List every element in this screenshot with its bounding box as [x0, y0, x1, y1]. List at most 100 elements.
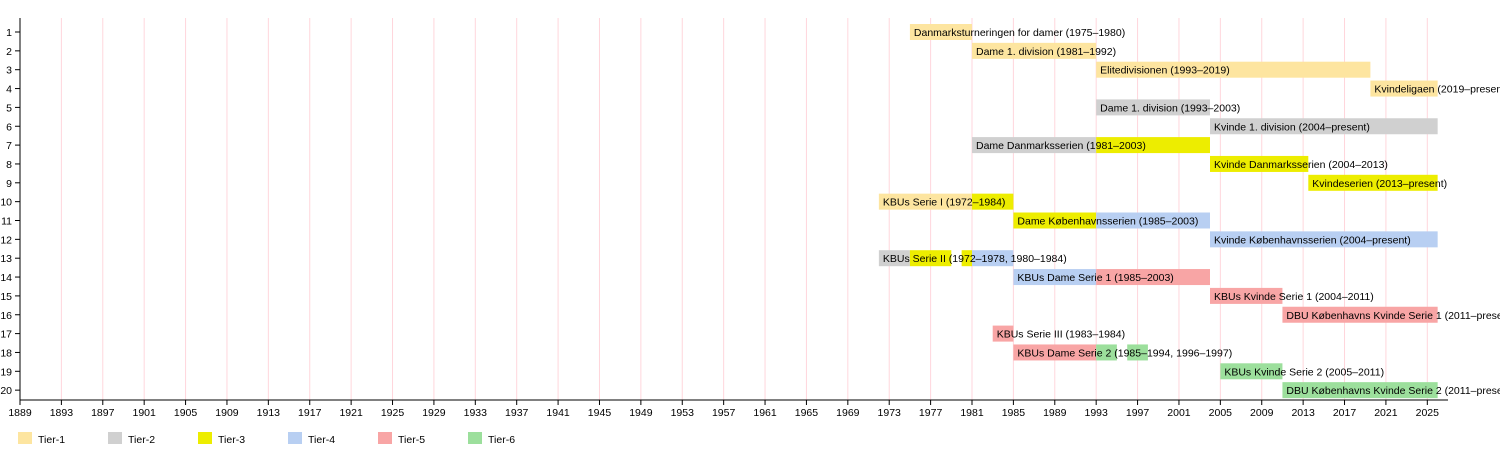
bar-row-10-seg-1 — [972, 193, 1014, 210]
x-tick-label: 1977 — [919, 407, 943, 419]
bar-row-8-seg-0 — [1210, 155, 1309, 172]
row-label: 5 — [6, 102, 12, 114]
legend-label-tier-3: Tier-3 — [218, 434, 245, 446]
bar-label-row-16: DBU Københavns Kvinde Serie 1 (2011–pres… — [1286, 310, 1500, 322]
x-tick-label: 1925 — [381, 407, 405, 419]
bar-row-19-seg-0 — [1220, 363, 1283, 380]
bar-row-15-seg-0 — [1210, 287, 1283, 304]
x-tick-label: 1993 — [1084, 407, 1108, 419]
x-tick-label: 1909 — [215, 407, 239, 419]
bar-row-4-seg-0 — [1370, 80, 1438, 97]
row-label: 12 — [0, 234, 12, 246]
bar-label-row-20: DBU Københavns Kvinde Serie 2 (2011–pres… — [1286, 385, 1500, 397]
row-label: 1 — [6, 27, 12, 39]
x-tick-label: 2025 — [1416, 407, 1440, 419]
x-tick-label: 1973 — [878, 407, 902, 419]
bar-labels: Danmarksturneringen for damer (1975–1980… — [883, 27, 1500, 397]
legend-swatch-tier-5 — [378, 432, 392, 444]
legend-swatch-tier-3 — [198, 432, 212, 444]
x-tick-label: 1969 — [836, 407, 860, 419]
legend-label-tier-5: Tier-5 — [398, 434, 425, 446]
bar-label-row-17: KBUs Serie III (1983–1984) — [997, 329, 1125, 341]
x-tick-label: 1889 — [8, 407, 32, 419]
x-tick-label: 2001 — [1167, 407, 1191, 419]
bar-row-18-seg-0 — [1013, 344, 1097, 361]
legend-label-tier-2: Tier-2 — [128, 434, 155, 446]
bar-row-17-seg-0 — [992, 325, 1014, 342]
x-tick-label: 1953 — [671, 407, 695, 419]
bar-row-6-seg-0 — [1210, 118, 1438, 135]
bar-row-7-seg-1 — [1096, 137, 1210, 154]
bar-label-row-4: Kvindeligaen (2019–present) — [1374, 84, 1500, 96]
bar-label-row-8: Kvinde Danmarksserien (2004–2013) — [1214, 159, 1388, 171]
legend-swatch-tier-1 — [18, 432, 32, 444]
legend-label-tier-6: Tier-6 — [488, 434, 515, 446]
row-label: 11 — [1, 216, 12, 228]
x-tick-label: 1981 — [960, 407, 984, 419]
x-tick-label: 1905 — [174, 407, 198, 419]
x-tick-label: 2013 — [1291, 407, 1315, 419]
bar-row-16-seg-0 — [1282, 306, 1438, 323]
row-label: 7 — [6, 140, 12, 152]
bar-label-row-13: KBUs Serie II (1972–1978, 1980–1984) — [883, 253, 1067, 265]
row-label: 8 — [6, 159, 12, 171]
x-tick-label: 1949 — [629, 407, 653, 419]
x-tick-label: 1957 — [712, 407, 736, 419]
x-tick-label: 1933 — [464, 407, 488, 419]
x-tick-label: 1961 — [753, 407, 777, 419]
x-tick-label: 1945 — [588, 407, 612, 419]
bars — [878, 24, 1438, 399]
x-tick-label: 2017 — [1333, 407, 1357, 419]
bar-label-row-2: Dame 1. division (1981–1992) — [976, 46, 1116, 58]
x-tick-label: 1937 — [505, 407, 529, 419]
row-label: 10 — [0, 197, 12, 209]
bar-row-1-seg-0 — [909, 24, 972, 40]
bar-row-13-seg-2 — [961, 250, 972, 267]
bar-row-5-seg-0 — [1096, 99, 1210, 116]
row-label: 17 — [0, 329, 12, 341]
bar-row-10-seg-0 — [878, 193, 972, 210]
x-tick-label: 2005 — [1209, 407, 1233, 419]
x-tick-label: 1941 — [546, 407, 570, 419]
bar-row-9-seg-0 — [1308, 174, 1438, 191]
bar-label-row-7: Dame Danmarksserien (1981–2003) — [976, 140, 1146, 152]
row-label: 20 — [0, 385, 12, 397]
x-tick-label: 1997 — [1126, 407, 1150, 419]
bar-label-row-3: Elitedivisionen (1993–2019) — [1100, 65, 1230, 77]
bar-label-row-19: KBUs Kvinde Serie 2 (2005–2011) — [1224, 366, 1384, 378]
x-tick-label: 1985 — [1002, 407, 1026, 419]
bar-label-row-15: KBUs Kvinde Serie 1 (2004–2011) — [1214, 291, 1374, 303]
x-tick-label: 1989 — [1043, 407, 1067, 419]
bar-label-row-18: KBUs Dame Serie 2 (1985–1994, 1996–1997) — [1017, 347, 1232, 359]
row-label: 13 — [0, 253, 12, 265]
x-tick-label: 2021 — [1374, 407, 1398, 419]
row-label: 18 — [0, 347, 12, 359]
x-tick-label: 1897 — [91, 407, 115, 419]
legend-swatch-tier-6 — [468, 432, 482, 444]
bar-label-row-1: Danmarksturneringen for damer (1975–1980… — [914, 27, 1125, 39]
bar-label-row-6: Kvinde 1. division (2004–present) — [1214, 121, 1370, 133]
bar-row-13-seg-1 — [909, 250, 952, 267]
row-label: 9 — [6, 178, 12, 190]
bar-label-row-11: Dame Københavnsserien (1985–2003) — [1017, 216, 1198, 228]
bar-row-11-seg-0 — [1013, 212, 1097, 229]
x-tick-label: 2009 — [1250, 407, 1274, 419]
bar-row-7-seg-0 — [972, 137, 1097, 154]
bar-row-12-seg-0 — [1210, 231, 1438, 248]
x-tick-label: 1913 — [257, 407, 281, 419]
bar-row-13-seg-3 — [972, 250, 1014, 267]
bar-row-18-seg-1 — [1096, 344, 1117, 361]
bar-row-14-seg-0 — [1013, 269, 1097, 286]
legend-label-tier-4: Tier-4 — [308, 434, 335, 446]
bar-row-14-seg-1 — [1096, 269, 1210, 286]
legend: Tier-1 Tier-2 Tier-3 Tier-4 Tier-5 Tier-6 — [18, 432, 515, 446]
bar-label-row-5: Dame 1. division (1993–2003) — [1100, 102, 1240, 114]
row-label: 6 — [6, 121, 12, 133]
row-label: 3 — [6, 65, 12, 77]
row-label: 19 — [0, 366, 12, 378]
x-tick-label: 1921 — [339, 407, 363, 419]
legend-label-tier-1: Tier-1 — [38, 434, 65, 446]
x-tick-label: 1917 — [298, 407, 322, 419]
row-label: 4 — [6, 84, 12, 96]
